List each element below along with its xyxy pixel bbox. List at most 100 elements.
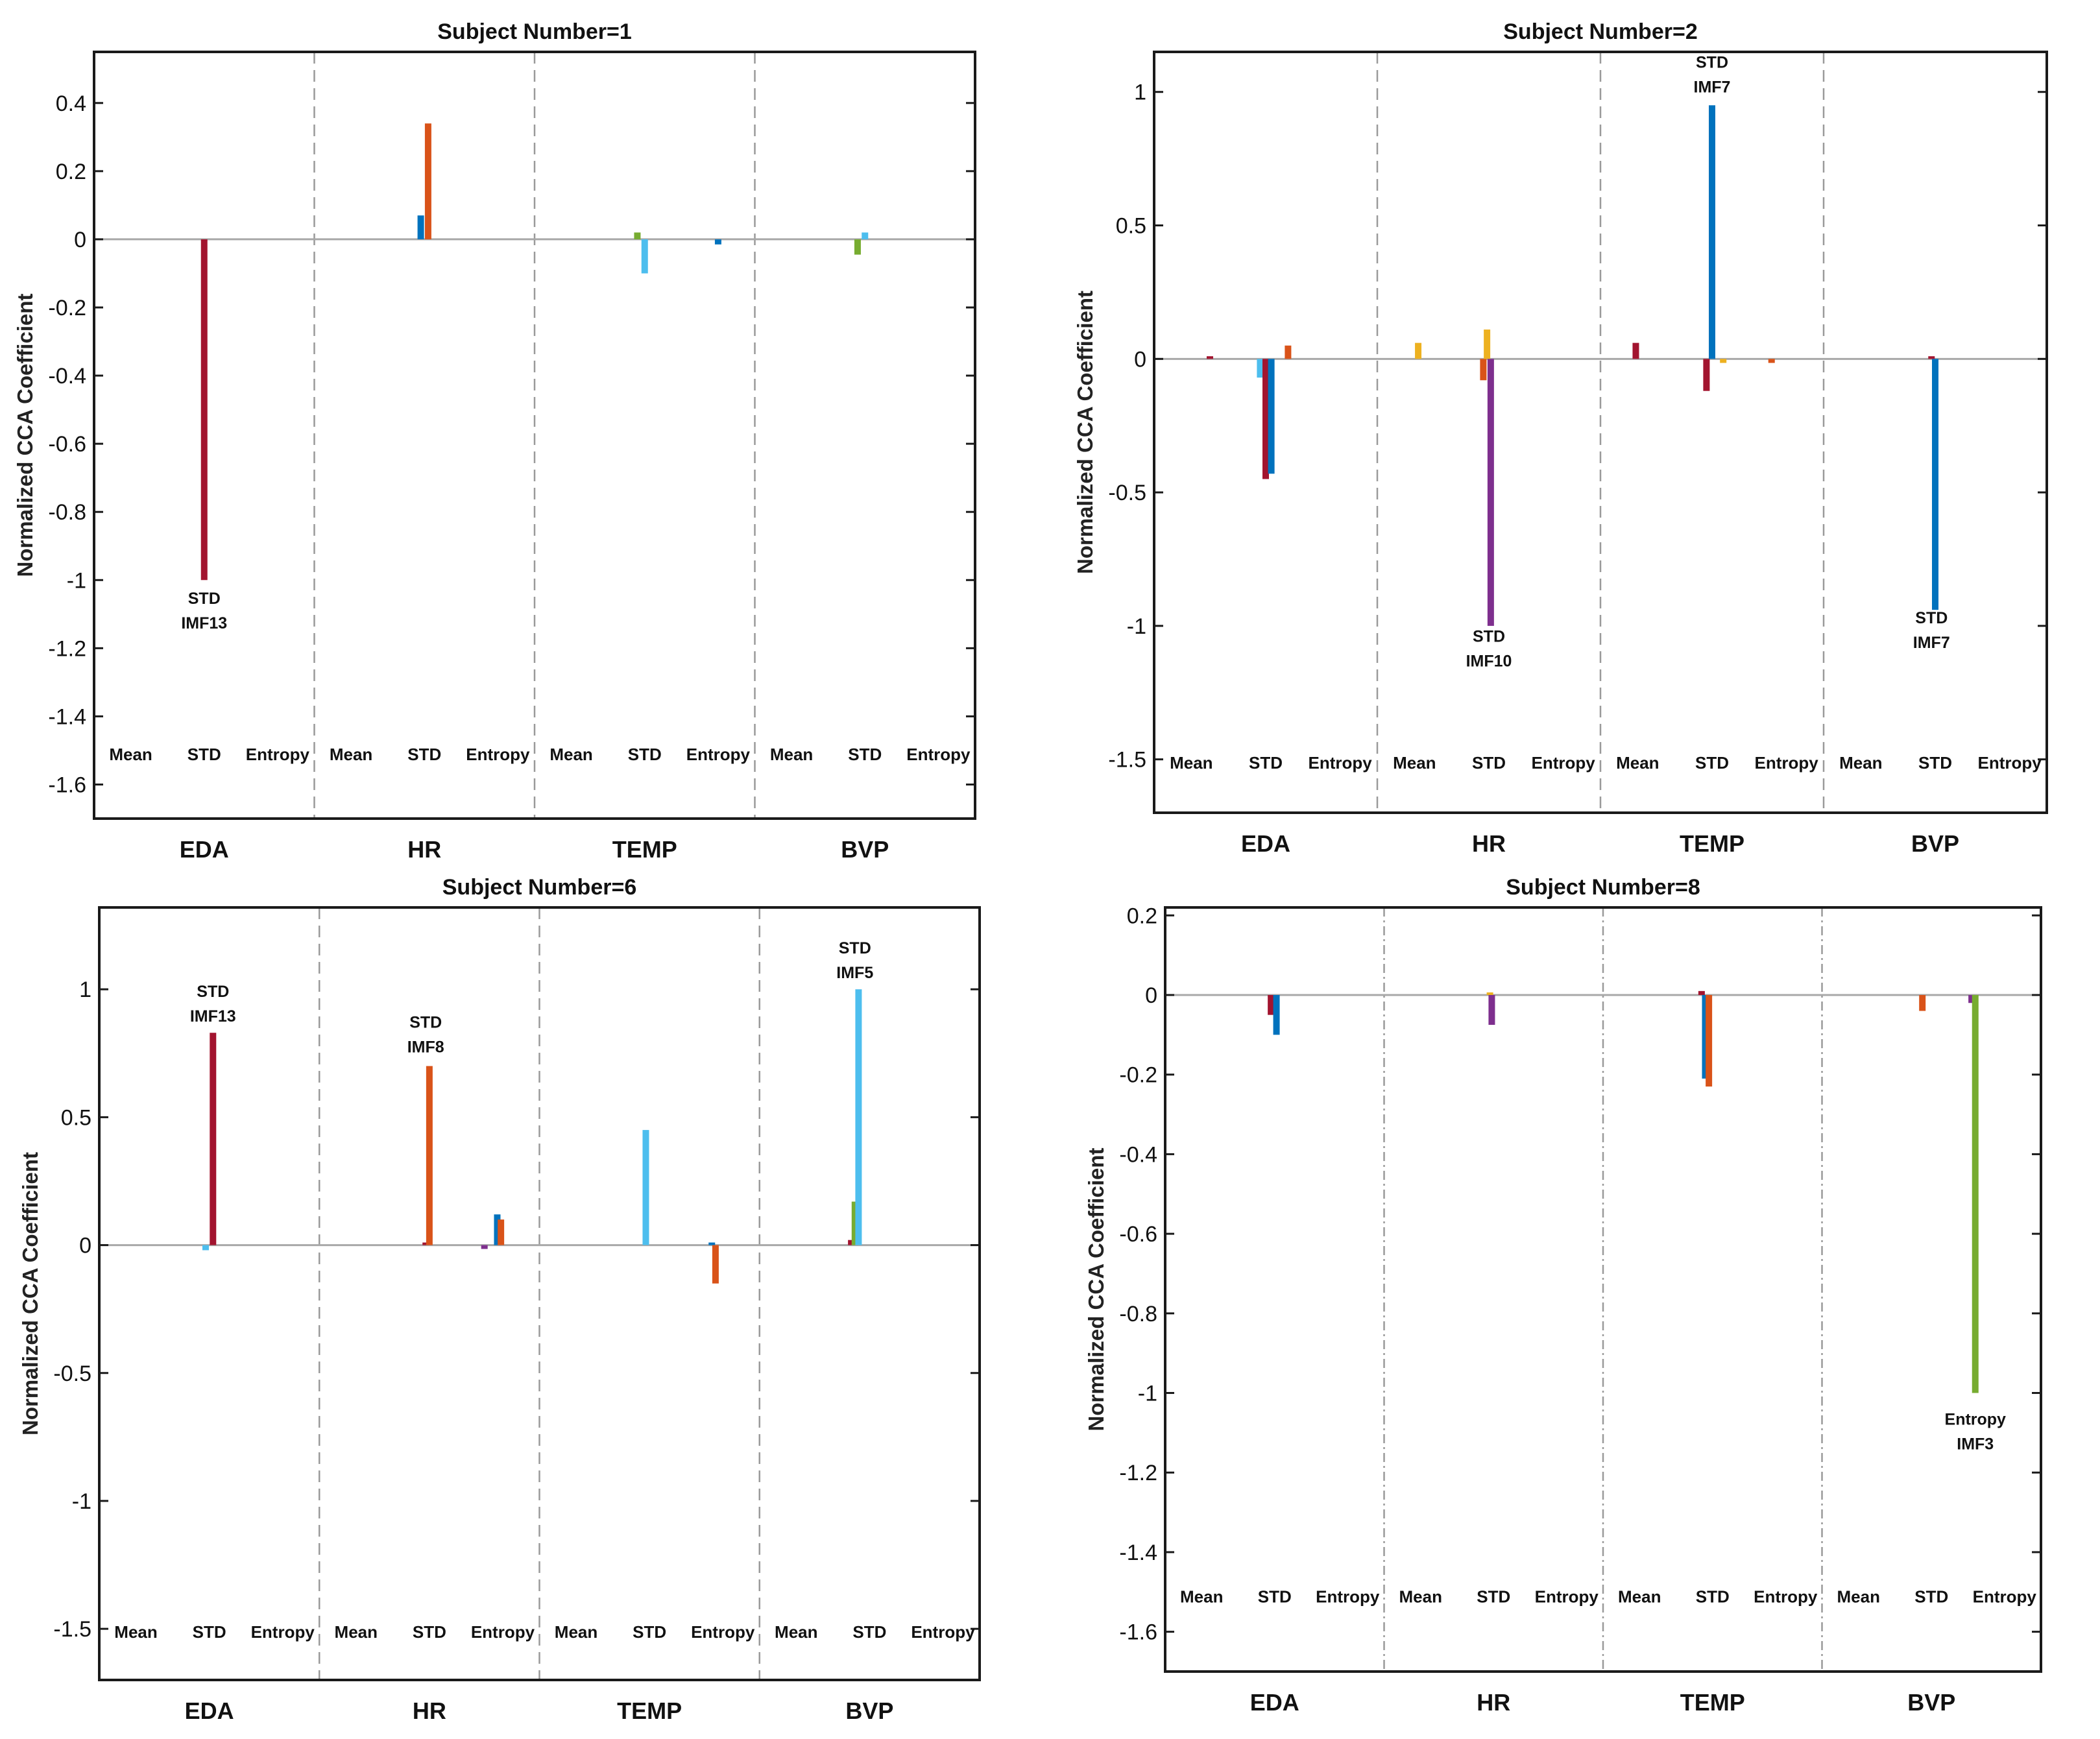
feature-label: Entropy (1755, 753, 1819, 773)
y-tick-label: -1 (1138, 1382, 1157, 1406)
feature-label: STD (848, 745, 882, 764)
y-tick-label: 0 (79, 1234, 91, 1258)
bar (1273, 994, 1280, 1035)
feature-label: Entropy (471, 1622, 535, 1642)
annotation-label: IMF3 (1957, 1435, 1994, 1454)
annotation-label: Entropy (1945, 1411, 2007, 1429)
feature-label: Entropy (246, 745, 310, 764)
y-tick-label: 0 (1134, 347, 1146, 372)
group-label: BVP (1907, 1689, 1955, 1716)
y-tick-label: 0 (74, 228, 86, 252)
y-tick-label: -1 (67, 568, 86, 593)
bar (1632, 342, 1639, 359)
bar (210, 1033, 217, 1245)
annotation-label: STD (1696, 54, 1728, 72)
annotation-label: IMF13 (181, 614, 227, 632)
feature-label: Mean (1393, 753, 1436, 773)
bar (417, 215, 424, 239)
bar (1487, 359, 1494, 626)
bar (1484, 330, 1491, 359)
group-label: HR (407, 836, 441, 863)
bar (1702, 994, 1709, 1079)
chart-title: Subject Number=8 (1506, 875, 1700, 900)
y-axis-label: Normalized CCA Coefficient (18, 1152, 42, 1435)
y-tick-label: 1 (1134, 80, 1146, 105)
bar (642, 1130, 649, 1245)
feature-label: STD (187, 745, 221, 764)
y-tick-label: -1.6 (48, 773, 86, 797)
y-tick-label: 0.4 (56, 91, 86, 116)
bar (494, 1214, 501, 1245)
bar (1257, 359, 1264, 378)
annotation-label: STD (197, 983, 229, 1001)
y-tick-label: -1 (72, 1489, 91, 1514)
annotation-label: IMF5 (836, 964, 873, 982)
chart-panel-2: Subject Number=2 Normalized CCA Coefficie… (1073, 19, 2048, 857)
bar (862, 232, 869, 239)
feature-label: STD (633, 1622, 666, 1642)
axes-frame (93, 51, 976, 820)
bar (1972, 994, 1979, 1393)
bar (1932, 359, 1938, 610)
bar (200, 239, 208, 581)
feature-label: Mean (1837, 1587, 1880, 1606)
bar (1703, 359, 1710, 391)
y-tick-label: 0.5 (1116, 214, 1146, 239)
bar (1480, 359, 1487, 381)
bar (634, 232, 641, 239)
y-tick-label: -0.5 (53, 1361, 91, 1386)
feature-label: Mean (335, 1622, 378, 1642)
bar (1415, 342, 1422, 359)
feature-label: Mean (555, 1622, 597, 1642)
feature-label: Mean (114, 1622, 157, 1642)
feature-label: Mean (1618, 1587, 1661, 1606)
feature-label: Mean (775, 1622, 817, 1642)
y-tick-label: 0.2 (1127, 904, 1157, 928)
bar (1919, 994, 1926, 1011)
feature-label: STD (1249, 753, 1283, 773)
bar (422, 1242, 429, 1245)
y-tick-label: -0.2 (48, 296, 86, 320)
group-label: BVP (1911, 830, 1959, 857)
y-tick-label: -0.8 (48, 500, 86, 525)
bar (202, 1245, 209, 1251)
annotation-label: IMF10 (1466, 653, 1512, 671)
bar (855, 989, 862, 1245)
chart-panel-4: Subject Number=8 Normalized CCA Coefficie… (1084, 875, 2042, 1716)
chart-title: Subject Number=6 (442, 875, 636, 900)
y-tick-label: -0.5 (1108, 481, 1146, 505)
annotation-label: IMF7 (1913, 634, 1950, 652)
y-axis-label: Normalized CCA Coefficient (1073, 291, 1097, 574)
annotation-label: IMF7 (1694, 78, 1731, 97)
y-tick-label: -0.6 (48, 432, 86, 457)
bar (1268, 359, 1275, 474)
bar (1268, 994, 1275, 1015)
chart-title: Subject Number=2 (1503, 19, 1697, 44)
y-tick-label: -1.2 (48, 636, 86, 661)
group-label: TEMP (617, 1697, 682, 1724)
bar (1768, 359, 1775, 363)
y-tick-label: -0.6 (1119, 1222, 1157, 1247)
y-tick-label: -1.4 (1119, 1541, 1157, 1565)
feature-label: STD (413, 1622, 446, 1642)
group-label: BVP (841, 836, 889, 863)
feature-label: STD (193, 1622, 226, 1642)
y-tick-label: -0.2 (1119, 1063, 1157, 1088)
group-label: EDA (180, 836, 229, 863)
bar (641, 239, 648, 274)
feature-label: STD (407, 745, 441, 764)
feature-label: Mean (770, 745, 813, 764)
feature-label: Entropy (1973, 1587, 2037, 1606)
y-tick-label: -1 (1127, 614, 1146, 639)
y-tick-label: 0.2 (56, 160, 86, 184)
group-label: HR (1472, 830, 1506, 857)
y-tick-label: -0.4 (48, 364, 86, 389)
annotation-label: IMF8 (407, 1038, 444, 1056)
annotation-label: STD (1473, 628, 1505, 646)
group-label: BVP (845, 1697, 893, 1724)
y-tick-label: 0.5 (61, 1105, 91, 1130)
bar (1968, 994, 1975, 1003)
feature-label: STD (1696, 1587, 1730, 1606)
bar (1262, 359, 1269, 479)
